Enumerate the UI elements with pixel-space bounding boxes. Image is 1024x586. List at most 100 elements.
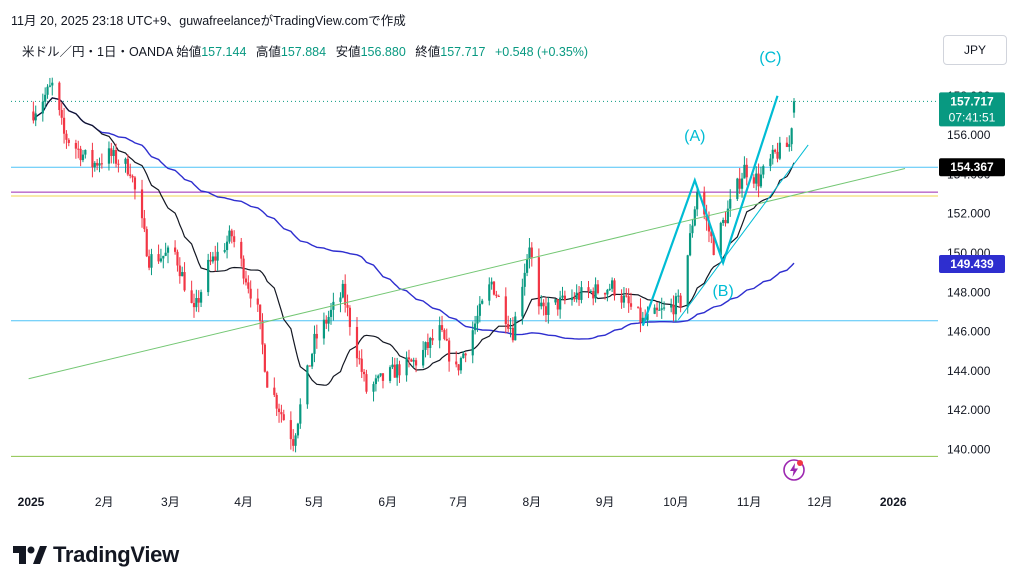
candle-body bbox=[214, 256, 217, 261]
x-tick-label: 12月 bbox=[807, 495, 832, 509]
candle-body bbox=[592, 291, 595, 299]
candle-body bbox=[691, 225, 694, 234]
candle-body bbox=[84, 149, 87, 155]
candle-body bbox=[315, 333, 318, 339]
candle-body bbox=[211, 256, 214, 262]
candle-body bbox=[178, 265, 181, 277]
candle-body bbox=[81, 154, 85, 161]
ma-fast-line bbox=[32, 97, 795, 386]
x-tick-label: 2026 bbox=[880, 495, 907, 509]
candle-body bbox=[445, 338, 448, 341]
candle-body bbox=[637, 306, 640, 308]
candles bbox=[32, 77, 796, 453]
candle-body bbox=[93, 162, 96, 168]
candle-body bbox=[710, 231, 713, 237]
candle-body bbox=[398, 364, 401, 376]
candle-body bbox=[563, 295, 566, 301]
candle-body bbox=[166, 247, 170, 253]
candle-body bbox=[393, 364, 396, 378]
alert-bolt-icon[interactable] bbox=[782, 458, 806, 482]
candle-body bbox=[277, 408, 281, 413]
candle-body bbox=[261, 321, 264, 345]
candle-body bbox=[280, 412, 283, 415]
candle-body bbox=[339, 297, 342, 302]
candle-body bbox=[776, 151, 779, 159]
currency-button[interactable]: JPY bbox=[943, 35, 1007, 65]
candle-body bbox=[322, 319, 326, 339]
candle-body bbox=[129, 174, 132, 176]
candle-body bbox=[724, 219, 727, 224]
candle-body bbox=[308, 365, 311, 367]
candle-body bbox=[438, 325, 441, 341]
candle-body bbox=[143, 218, 146, 230]
candle-body bbox=[429, 338, 432, 348]
x-tick-label: 3月 bbox=[161, 495, 180, 509]
candle-body bbox=[91, 149, 94, 168]
candle-body bbox=[225, 241, 229, 251]
candle-body bbox=[457, 364, 460, 371]
candle-body bbox=[341, 283, 344, 298]
candle-body bbox=[176, 251, 179, 266]
candle-body bbox=[100, 163, 103, 165]
candle-body bbox=[603, 293, 607, 295]
trend-line bbox=[28, 168, 906, 380]
price-label-box bbox=[939, 158, 1005, 177]
candle-body bbox=[703, 192, 706, 215]
candle-body bbox=[259, 304, 262, 322]
candle-body bbox=[164, 252, 167, 256]
price-label-box bbox=[939, 92, 1005, 127]
candle-body bbox=[729, 199, 732, 209]
candle-body bbox=[377, 375, 380, 379]
candle-body bbox=[528, 247, 531, 260]
candle-body bbox=[627, 296, 630, 304]
candle-body bbox=[587, 287, 590, 292]
candle-body bbox=[190, 290, 193, 303]
tradingview-logo-text: TradingView bbox=[53, 542, 179, 567]
candle-body bbox=[448, 340, 451, 362]
y-tick-label: 142.000 bbox=[947, 403, 991, 417]
symbol-name[interactable]: 米ドル／円・1日・OANDA bbox=[22, 45, 173, 59]
candle-body bbox=[629, 303, 633, 307]
candle-body bbox=[589, 291, 592, 293]
candle-body bbox=[358, 358, 361, 360]
candle-body bbox=[606, 289, 609, 295]
y-tick-label: 146.000 bbox=[947, 325, 991, 339]
y-tick-label: 140.000 bbox=[947, 443, 991, 457]
candle-body bbox=[230, 230, 233, 237]
candle-body bbox=[481, 300, 484, 304]
x-tick-label: 2025 bbox=[18, 495, 45, 509]
candle-body bbox=[547, 302, 550, 315]
candle-body bbox=[296, 423, 300, 436]
candle-body bbox=[396, 364, 399, 378]
candle-body bbox=[677, 295, 680, 297]
price-label-countdown: 07:41:51 bbox=[949, 110, 996, 124]
high-value: 157.884 bbox=[280, 45, 327, 59]
candle-body bbox=[762, 166, 765, 175]
x-tick-label: 6月 bbox=[378, 495, 397, 509]
open-label: 始値 bbox=[176, 45, 202, 59]
candle-body bbox=[646, 313, 649, 320]
candle-body bbox=[313, 333, 316, 354]
low-value: 156.880 bbox=[360, 45, 406, 59]
candle-body bbox=[325, 319, 328, 324]
candle-body bbox=[292, 439, 295, 446]
candle-body bbox=[195, 298, 198, 308]
candle-body bbox=[596, 284, 600, 294]
candle-body bbox=[611, 280, 614, 289]
candle-body bbox=[216, 251, 219, 261]
candle-body bbox=[41, 101, 44, 114]
tradingview-logo[interactable]: TradingView bbox=[13, 542, 179, 568]
candle-body bbox=[554, 299, 557, 303]
y-tick-label: 152.000 bbox=[947, 207, 991, 221]
candle-body bbox=[344, 283, 347, 305]
candle-body bbox=[544, 306, 548, 315]
candle-body bbox=[492, 281, 496, 295]
candle-body bbox=[613, 280, 616, 296]
candle-body bbox=[771, 149, 774, 159]
close-value: 157.717 bbox=[440, 45, 486, 59]
high-label: 高値 bbox=[255, 45, 281, 59]
candle-body bbox=[311, 353, 314, 367]
candle-body bbox=[743, 164, 746, 179]
candle-body bbox=[471, 330, 474, 356]
